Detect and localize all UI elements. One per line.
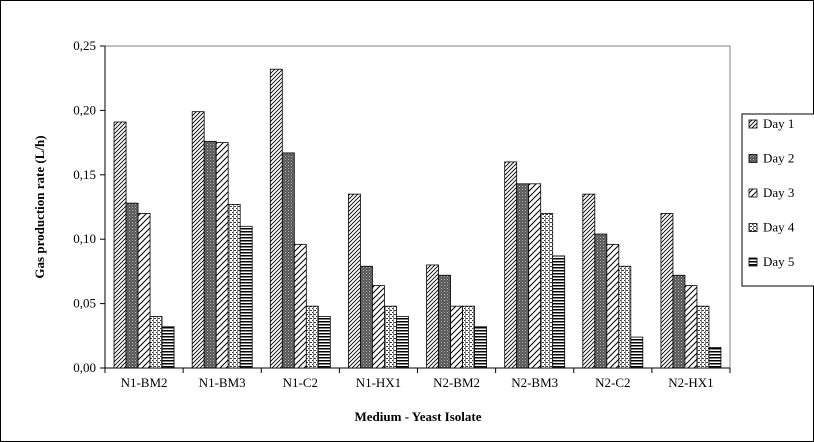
bar-N1-HX1-day-5 [396, 316, 409, 369]
bar-N2-HX1-day-1 [660, 213, 674, 369]
bar-N2-C2-day-5 [630, 336, 644, 369]
x-tick-label: N1-BM3 [199, 375, 246, 390]
legend-label: Day 5 [763, 254, 794, 269]
bar-N1-BM2-day-2 [125, 202, 139, 369]
legend-swatch [748, 257, 758, 267]
x-axis: N1-BM2 N1-BM3 N1-C2 N1-HX1 N2-BM2 N2-BM3 N2-C2… [104, 367, 731, 390]
bar-N2-BM3-day-2 [516, 183, 530, 369]
bar-N1-BM2-day-5 [161, 326, 175, 369]
bar-N2-C2-day-1 [582, 193, 596, 369]
legend-swatch [748, 119, 758, 129]
y-axis-title: Gas production rate (L/h) [32, 135, 47, 278]
y-tick-label: 0,25 [73, 38, 96, 53]
x-tick-label: N1-C2 [283, 375, 318, 390]
bar-N2-BM3-day-1 [504, 161, 518, 369]
y-axis: 0,00 0,05 0,10 0,15 0,20 0,25 [73, 38, 106, 375]
bar-N1-C2-day-4 [305, 305, 319, 369]
legend-label: Day 4 [763, 220, 795, 235]
x-axis-title: Medium - Yeast Isolate [355, 409, 482, 424]
bar-N2-BM2-day-1 [426, 264, 439, 369]
bar-N1-C2-day-1 [269, 68, 283, 369]
y-tick-label: 0,10 [73, 231, 96, 246]
bar-N2-C2-day-3 [606, 243, 620, 369]
bar-N2-HX1-day-3 [684, 285, 698, 369]
bar-N1-BM2-day-1 [113, 121, 127, 369]
x-tick-label: N1-BM2 [121, 375, 168, 390]
bar-N2-C2-day-4 [618, 265, 632, 369]
bar-N2-BM3-day-3 [528, 183, 542, 369]
bar-N2-HX1-day-4 [696, 305, 710, 369]
bar-N2-BM2-day-2 [438, 274, 451, 369]
bars [113, 68, 722, 369]
bar-N1-BM2-day-3 [137, 213, 151, 369]
legend-label: Day 3 [763, 185, 794, 200]
legend-label: Day 2 [763, 151, 794, 166]
x-tick-label: N2-HX1 [668, 375, 714, 390]
legend-swatch [748, 188, 758, 198]
legend-label: Day 1 [763, 116, 794, 131]
x-tick-label: N2-BM2 [433, 375, 480, 390]
bar-N1-BM2-day-4 [149, 316, 163, 369]
y-tick-label: 0,00 [73, 360, 96, 375]
bar-N2-BM2-day-3 [450, 305, 463, 369]
bar-N1-HX1-day-3 [372, 285, 385, 369]
bar-N1-BM3-day-3 [215, 142, 229, 369]
bar-N2-BM2-day-5 [474, 326, 487, 369]
bar-N1-BM3-day-2 [203, 140, 217, 369]
legend: Day 1 Day 2 Day 3 Day 4 Day 5 [741, 113, 814, 287]
bar-N1-C2-day-2 [281, 152, 295, 369]
bar-N1-BM3-day-4 [227, 204, 241, 369]
x-tick-label: N2-BM3 [511, 375, 558, 390]
bar-N2-BM2-day-4 [462, 305, 475, 369]
y-tick-label: 0,05 [73, 296, 96, 311]
bar-N1-BM3-day-1 [191, 111, 205, 369]
legend-swatch [748, 223, 758, 232]
bar-N1-BM3-day-5 [239, 225, 253, 369]
bar-N2-C2-day-2 [594, 233, 608, 369]
bar-N2-BM3-day-4 [540, 213, 554, 369]
bar-N2-HX1-day-2 [672, 274, 686, 369]
bar-N2-HX1-day-5 [708, 346, 722, 369]
x-tick-label: N1-HX1 [356, 375, 402, 390]
bar-N1-C2-day-5 [317, 316, 331, 369]
y-tick-label: 0,20 [73, 102, 96, 117]
legend-box [741, 113, 814, 287]
x-tick-label: N2-C2 [595, 375, 630, 390]
bar-N2-BM3-day-5 [552, 255, 566, 369]
bar-N1-HX1-day-1 [348, 193, 361, 369]
bar-N1-C2-day-3 [293, 243, 307, 369]
y-tick-label: 0,15 [73, 167, 96, 182]
bar-N1-HX1-day-4 [384, 305, 397, 369]
legend-swatch [748, 154, 758, 163]
bar-N1-HX1-day-2 [360, 265, 373, 369]
